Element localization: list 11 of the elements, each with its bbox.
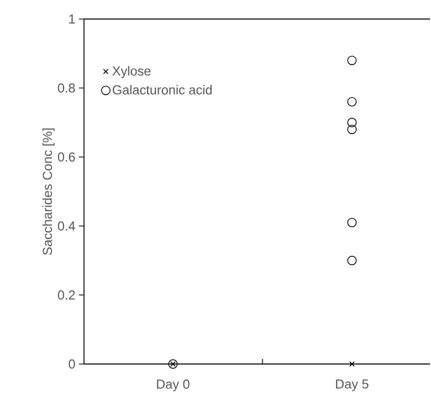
y-tick-label: 0.8 [58, 83, 75, 93]
legend-label: Galacturonic acid [112, 84, 212, 94]
y-tick-label: 0.4 [58, 221, 76, 231]
y-tick-label: 0 [68, 359, 75, 369]
x-tick-label: Day 5 [336, 380, 368, 392]
y-tick-label: 0.2 [58, 290, 75, 300]
legend-label: Xylose [112, 66, 151, 78]
y-tick-label: 0.6 [58, 152, 75, 162]
y-tick-label: 1 [69, 14, 75, 24]
x-tick-label: Day 0 [157, 380, 190, 392]
y-axis-title: Saccharides Conc [%] [42, 128, 55, 255]
